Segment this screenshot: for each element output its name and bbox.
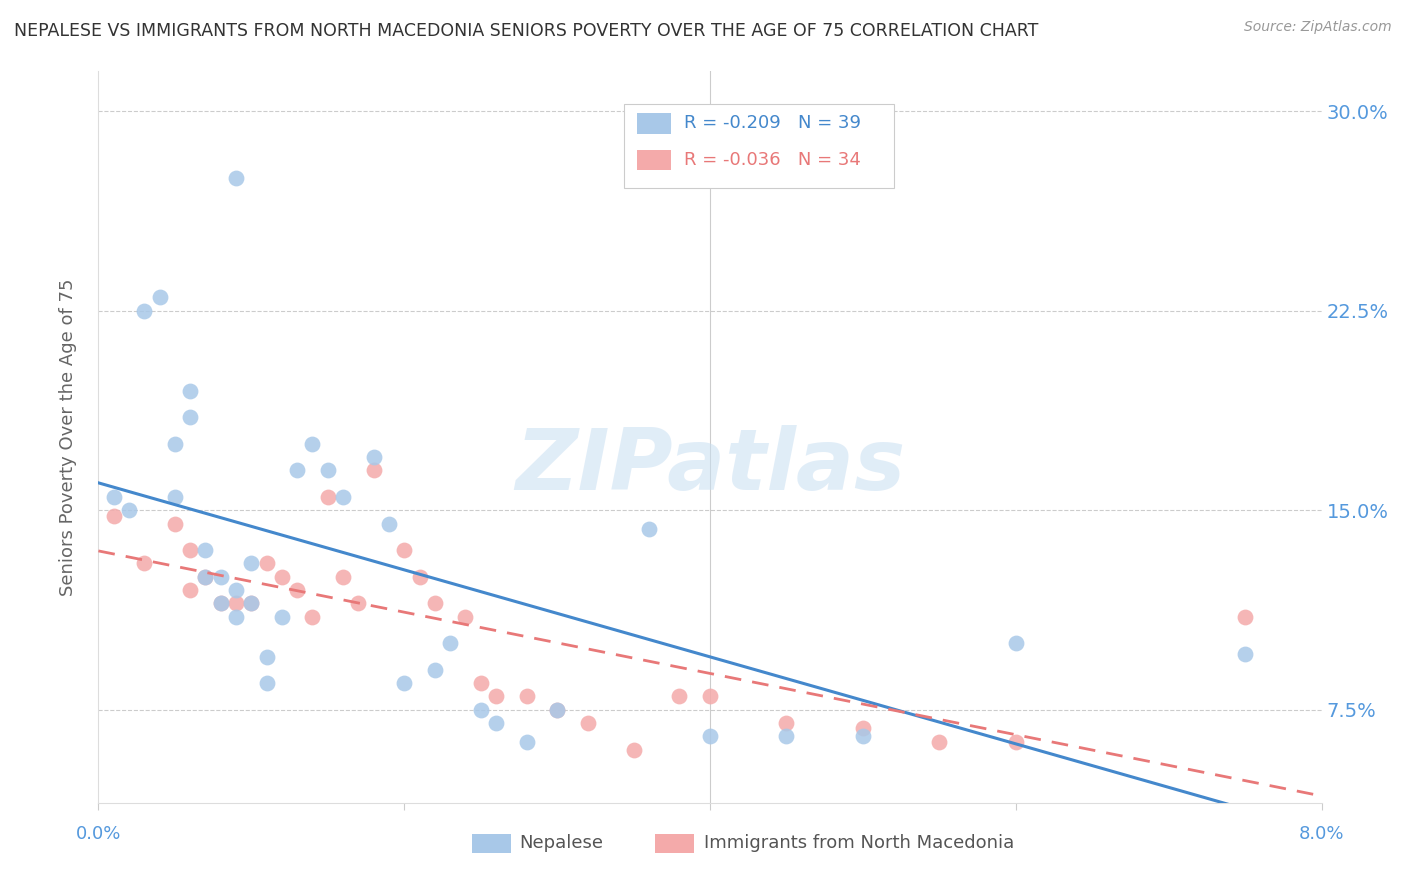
Point (516, 690, 538, 704)
FancyBboxPatch shape (637, 113, 671, 134)
FancyBboxPatch shape (655, 833, 695, 853)
Point (546, 703, 568, 717)
Point (194, 543, 217, 558)
FancyBboxPatch shape (471, 833, 510, 853)
FancyBboxPatch shape (637, 150, 671, 170)
Text: Nepalese: Nepalese (519, 834, 603, 852)
Point (256, 676, 278, 690)
Point (1234, 647, 1257, 661)
Point (576, 716, 599, 731)
Point (179, 384, 201, 398)
Point (852, 729, 875, 743)
Point (209, 596, 232, 610)
Point (316, 490, 339, 504)
Point (225, 582, 247, 597)
Point (240, 596, 263, 610)
Point (347, 596, 370, 610)
Point (392, 543, 416, 558)
Text: Immigrants from North Macedonia: Immigrants from North Macedonia (704, 834, 1014, 852)
Point (1004, 734, 1026, 748)
Point (209, 570, 232, 584)
Point (163, 490, 186, 504)
Point (316, 463, 339, 477)
Point (301, 609, 323, 624)
Point (668, 690, 690, 704)
Point (270, 609, 294, 624)
Point (852, 722, 875, 736)
Point (363, 450, 385, 464)
Point (485, 690, 508, 704)
Point (439, 636, 461, 650)
Y-axis label: Seniors Poverty Over the Age of 75: Seniors Poverty Over the Age of 75 (59, 278, 77, 596)
Point (225, 609, 247, 624)
Point (240, 596, 263, 610)
Text: NEPALESE VS IMMIGRANTS FROM NORTH MACEDONIA SENIORS POVERTY OVER THE AGE OF 75 C: NEPALESE VS IMMIGRANTS FROM NORTH MACEDO… (14, 22, 1039, 40)
Point (363, 463, 385, 477)
Point (775, 716, 797, 731)
Point (623, 742, 645, 756)
Point (134, 303, 156, 318)
Point (225, 596, 247, 610)
Point (118, 503, 141, 517)
Point (392, 676, 416, 690)
Point (163, 436, 186, 450)
Point (423, 596, 446, 610)
Point (194, 570, 217, 584)
Point (285, 582, 308, 597)
FancyBboxPatch shape (624, 104, 894, 188)
Point (775, 729, 797, 743)
Point (240, 557, 263, 571)
Point (928, 734, 950, 748)
Text: R = -0.036   N = 34: R = -0.036 N = 34 (685, 151, 862, 169)
Text: 8.0%: 8.0% (1299, 825, 1344, 843)
Point (485, 716, 508, 731)
Point (470, 703, 492, 717)
Point (225, 170, 247, 185)
Point (209, 596, 232, 610)
Point (270, 570, 294, 584)
Point (470, 676, 492, 690)
Point (134, 557, 156, 571)
Point (1234, 609, 1257, 624)
Point (332, 570, 354, 584)
Point (546, 703, 568, 717)
Point (378, 516, 401, 531)
Point (194, 570, 217, 584)
Point (256, 557, 278, 571)
Point (699, 729, 721, 743)
Point (408, 570, 430, 584)
Point (149, 290, 172, 304)
Point (516, 734, 538, 748)
Point (256, 649, 278, 664)
Point (103, 508, 125, 523)
Text: ZIPatlas: ZIPatlas (515, 425, 905, 508)
Point (699, 690, 721, 704)
Point (179, 582, 201, 597)
Text: Source: ZipAtlas.com: Source: ZipAtlas.com (1244, 20, 1392, 34)
Point (1004, 636, 1026, 650)
Text: R = -0.209   N = 39: R = -0.209 N = 39 (685, 114, 862, 132)
Point (332, 490, 354, 504)
Point (285, 463, 308, 477)
Point (454, 609, 477, 624)
Point (163, 516, 186, 531)
Point (301, 436, 323, 450)
Point (179, 543, 201, 558)
Point (179, 410, 201, 425)
Point (103, 490, 125, 504)
Point (637, 522, 661, 536)
Text: 0.0%: 0.0% (76, 825, 121, 843)
Point (423, 663, 446, 677)
